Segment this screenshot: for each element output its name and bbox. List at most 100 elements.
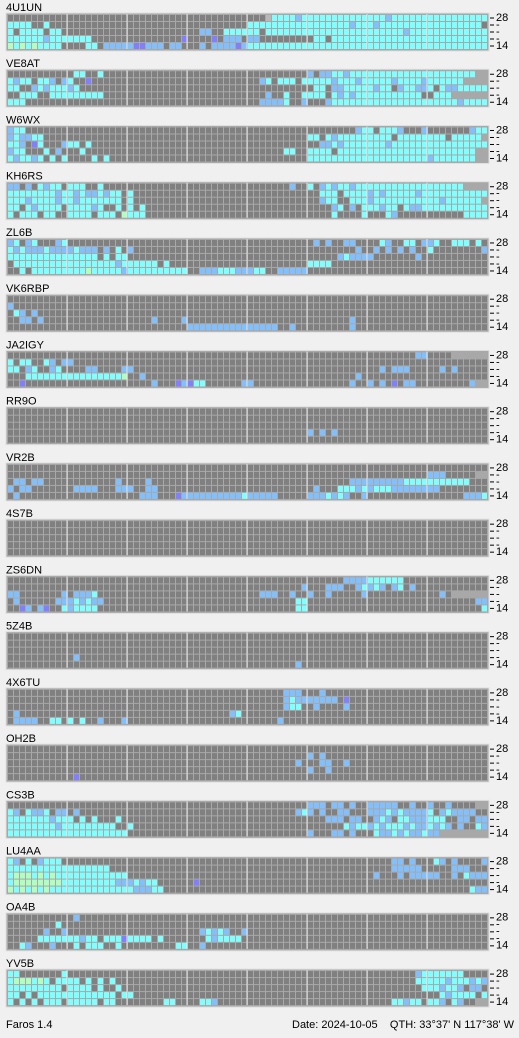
signal-cell	[92, 577, 97, 584]
signal-cell	[14, 464, 19, 471]
signal-cell	[392, 478, 397, 485]
signal-cell	[446, 464, 451, 471]
signal-cell	[434, 535, 439, 542]
signal-cell	[422, 577, 427, 584]
signal-cell	[74, 492, 79, 499]
signal-cell	[314, 380, 319, 387]
signal-cell	[182, 373, 187, 380]
signal-cell	[182, 310, 187, 317]
signal-cell	[20, 478, 25, 485]
signal-cell	[38, 43, 43, 49]
signal-cell	[440, 415, 445, 422]
signal-cell	[338, 647, 343, 654]
signal-cell	[374, 15, 379, 21]
signal-cell	[314, 647, 319, 654]
signal-cell	[338, 352, 343, 359]
signal-cell	[314, 324, 319, 331]
signal-cell	[200, 352, 205, 359]
signal-cell	[284, 352, 289, 359]
signal-cell	[362, 99, 367, 106]
signal-cell	[248, 303, 253, 310]
signal-cell	[314, 127, 319, 134]
signal-cell	[8, 415, 13, 422]
signal-cell	[68, 36, 73, 42]
signal-cell	[104, 647, 109, 654]
signal-cell	[200, 190, 205, 197]
signal-cell	[332, 324, 337, 331]
signal-cell	[146, 549, 151, 556]
signal-cell	[452, 211, 457, 218]
signal-cell	[92, 310, 97, 317]
signal-cell	[266, 317, 271, 324]
signal-cell	[422, 422, 427, 429]
signal-cell	[380, 296, 385, 303]
signal-cell	[242, 633, 247, 640]
signal-cell	[236, 591, 241, 598]
signal-cell	[38, 605, 43, 612]
signal-cell	[320, 197, 325, 204]
signal-cell	[32, 183, 37, 190]
signal-cell	[230, 85, 235, 92]
signal-cell	[368, 584, 373, 591]
signal-cell	[26, 380, 31, 387]
signal-cell	[410, 436, 415, 443]
signal-cell	[140, 415, 145, 422]
signal-cell	[68, 549, 73, 556]
signal-cell	[404, 640, 409, 647]
signal-cell	[266, 141, 271, 148]
callsign: 4U1UN	[6, 2, 42, 14]
signal-cell	[278, 521, 283, 528]
signal-cell	[230, 78, 235, 85]
signal-cell	[212, 605, 217, 612]
signal-cell	[380, 647, 385, 654]
signal-cell	[116, 380, 121, 387]
signal-cell	[212, 296, 217, 303]
signal-cell	[104, 190, 109, 197]
signal-cell	[254, 22, 259, 28]
signal-cell	[362, 211, 367, 218]
signal-cell	[404, 373, 409, 380]
signal-cell	[212, 478, 217, 485]
signal-cell	[92, 183, 97, 190]
signal-cell	[434, 492, 439, 499]
signal-cell	[152, 296, 157, 303]
signal-cell	[392, 148, 397, 155]
signal-cell	[128, 36, 133, 42]
signal-cell	[146, 359, 151, 366]
signal-cell	[230, 584, 235, 591]
signal-cell	[422, 43, 427, 49]
signal-cell	[338, 127, 343, 134]
signal-cell	[170, 183, 175, 190]
signal-cell	[236, 492, 241, 499]
signal-cell	[92, 204, 97, 211]
signal-cell	[92, 303, 97, 310]
signal-cell	[104, 127, 109, 134]
signal-cell	[44, 415, 49, 422]
signal-cell	[356, 654, 361, 661]
signal-cell	[416, 485, 421, 492]
signal-cell	[98, 584, 103, 591]
signal-cell	[218, 36, 223, 42]
signal-cell	[56, 310, 61, 317]
signal-cell	[164, 324, 169, 331]
signal-cell	[128, 99, 133, 106]
signal-cell	[248, 478, 253, 485]
signal-cell	[236, 303, 241, 310]
signal-cell	[182, 85, 187, 92]
signal-cell	[20, 15, 25, 21]
signal-cell	[296, 577, 301, 584]
signal-cell	[26, 429, 31, 436]
signal-cell	[458, 373, 463, 380]
signal-cell	[308, 148, 313, 155]
signal-cell	[104, 591, 109, 598]
signal-cell	[236, 528, 241, 535]
signal-cell	[236, 542, 241, 549]
signal-cell	[206, 485, 211, 492]
signal-cell	[20, 485, 25, 492]
signal-cell	[236, 36, 241, 42]
signal-cell	[344, 422, 349, 429]
signal-cell	[356, 471, 361, 478]
signal-cell	[272, 78, 277, 85]
signal-cell	[470, 521, 475, 528]
signal-cell	[20, 317, 25, 324]
